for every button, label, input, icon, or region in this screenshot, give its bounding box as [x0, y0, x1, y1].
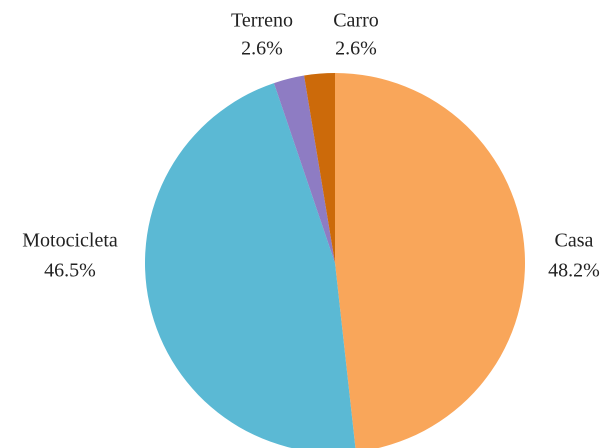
pie-slice — [273, 75, 335, 263]
slice-value-label: 2.6% — [335, 38, 377, 60]
pie-slice — [335, 73, 525, 448]
slice-value-label: 48.2% — [548, 260, 600, 282]
slice-label: Terreno — [231, 10, 293, 32]
slice-value-label: 46.5% — [44, 260, 96, 282]
slice-label: Casa — [555, 230, 594, 252]
pie-slice — [304, 73, 335, 263]
slice-value-label: 2.6% — [241, 38, 283, 60]
pie-slice — [145, 83, 356, 448]
slice-label: Motocicleta — [22, 230, 118, 252]
slice-label: Carro — [333, 10, 379, 32]
